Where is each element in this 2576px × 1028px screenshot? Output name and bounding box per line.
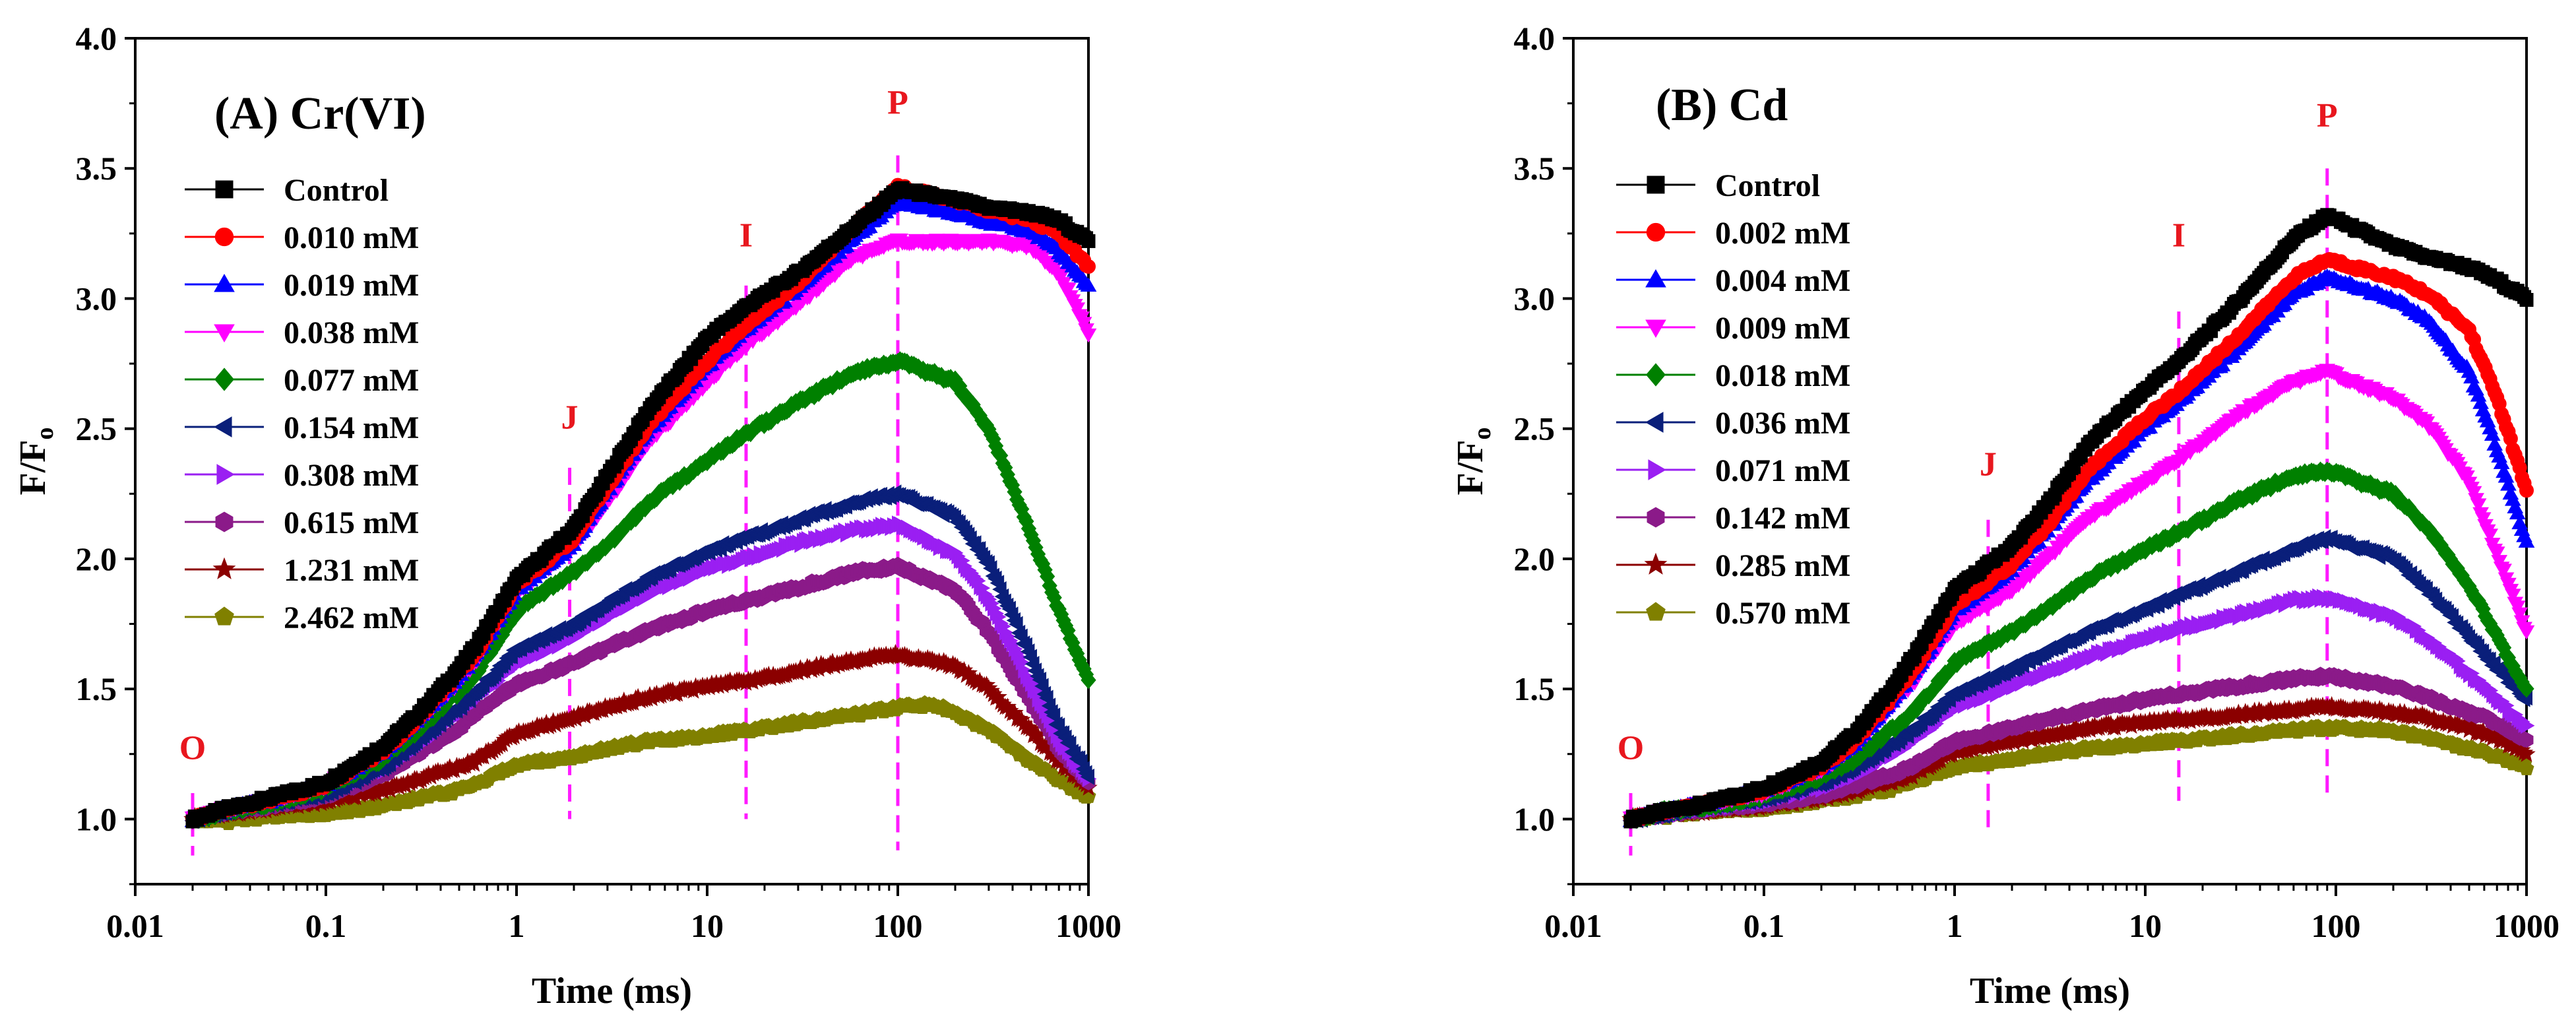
data-point <box>1081 234 1096 248</box>
panel-title: (B) Cd <box>1656 80 1788 131</box>
y-tick-label: 3.5 <box>1514 150 1555 187</box>
phase-label-i: I <box>2172 217 2185 255</box>
y-axis-title: F/Fo <box>1450 428 1496 496</box>
y-tick-label: 4.0 <box>76 20 117 57</box>
x-tick-label: 0.01 <box>1544 907 1602 944</box>
legend-item-8: 1.231 mM <box>185 553 419 588</box>
legend-marker <box>215 511 234 532</box>
series-line <box>192 493 1089 820</box>
x-tick-label: 0.01 <box>106 907 164 944</box>
legend-label: 0.010 mM <box>284 220 419 255</box>
y-tick-label: 2.5 <box>1514 410 1555 447</box>
y-tick-label: 4.0 <box>1514 20 1555 57</box>
legend-marker <box>214 274 235 292</box>
legend-marker <box>214 368 234 391</box>
chart-panel-b: 1.0 1.5 2.0 2.5 3.0 3.5 4.0 0.01 0.1 1 10 100 1000 Ti… <box>1450 20 2560 1012</box>
data-point <box>1080 328 1097 343</box>
legend-marker <box>215 180 234 199</box>
y-tick-label: 1.5 <box>1514 670 1555 707</box>
legend-marker <box>216 464 235 485</box>
phase-label-j: J <box>1980 446 1997 484</box>
y-tick-label: 3.0 <box>1514 280 1555 317</box>
y-tick-label: 2.0 <box>76 540 117 577</box>
x-tick-label: 0.1 <box>305 907 347 944</box>
legend-item-7: 0.615 mM <box>185 505 419 540</box>
x-axis-title: Time (ms) <box>532 971 692 1012</box>
legend-label: 0.308 mM <box>284 458 419 493</box>
y-tick-label: 1.0 <box>1514 800 1555 837</box>
x-tick-label: 1000 <box>2494 907 2560 944</box>
legend-item-3: 0.038 mM <box>185 315 419 350</box>
legend-item-9: 2.462 mM <box>185 600 419 635</box>
phase-label-j: J <box>561 399 579 437</box>
legend-item-5: 0.154 mM <box>185 410 419 445</box>
x-tick-label: 0.1 <box>1744 907 1785 944</box>
y-tick-label: 2.5 <box>76 410 117 447</box>
legend-label: 0.019 mM <box>284 268 419 303</box>
phase-label-p: P <box>887 84 908 121</box>
phase-label-p: P <box>2317 97 2338 135</box>
legend-label: 0.154 mM <box>284 410 419 445</box>
legend-item-0: Control <box>185 173 389 208</box>
phase-label-o: O <box>179 730 206 767</box>
chart-panel-a: 1.0 1.5 2.0 2.5 3.0 3.5 4.0 0.01 0.1 1 10 100 1000 Ti… <box>13 20 1121 1012</box>
legend-label: Control <box>284 173 389 208</box>
x-axis-title: Time (ms) <box>1970 971 2130 1012</box>
y-tick-label: 3.0 <box>76 280 117 317</box>
legend-item-4: 0.077 mM <box>185 363 419 398</box>
data-point <box>1081 259 1096 274</box>
legend-marker <box>212 557 236 579</box>
x-tick-label: 1000 <box>1055 907 1121 944</box>
x-tick-label: 100 <box>873 907 923 944</box>
x-tick-label: 100 <box>2311 907 2361 944</box>
phase-label-o: O <box>1618 730 1644 767</box>
legend-item-2: 0.019 mM <box>185 268 419 303</box>
legend-label: 2.462 mM <box>284 600 419 635</box>
y-tick-label: 3.5 <box>76 150 117 187</box>
x-tick-label: 10 <box>2129 907 2162 944</box>
legend-item-6: 0.308 mM <box>185 458 419 493</box>
legend-marker <box>214 324 235 342</box>
x-tick-label: 10 <box>691 907 724 944</box>
legend-label: 0.077 mM <box>284 363 419 398</box>
y-axis-title: F/Fo <box>13 428 59 496</box>
x-tick-label: 1 <box>509 907 525 944</box>
legend-label: 0.615 mM <box>284 505 419 540</box>
legend-item-1: 0.010 mM <box>185 220 419 255</box>
legend-label: 1.231 mM <box>284 553 419 588</box>
plot-area <box>134 37 1090 885</box>
panel-title: (A) Cr(VI) <box>214 88 426 139</box>
series-9 <box>185 695 1096 831</box>
phase-label-i: I <box>739 217 753 255</box>
legend-label: 0.038 mM <box>284 315 419 350</box>
legend-marker <box>214 606 234 626</box>
legend-marker <box>214 227 234 247</box>
y-tick-label: 1.5 <box>76 670 117 707</box>
y-tick-label: 1.0 <box>76 800 117 837</box>
x-tick-label: 1 <box>1947 907 1963 944</box>
legend-marker <box>214 416 232 437</box>
y-tick-label: 2.0 <box>1514 540 1555 577</box>
